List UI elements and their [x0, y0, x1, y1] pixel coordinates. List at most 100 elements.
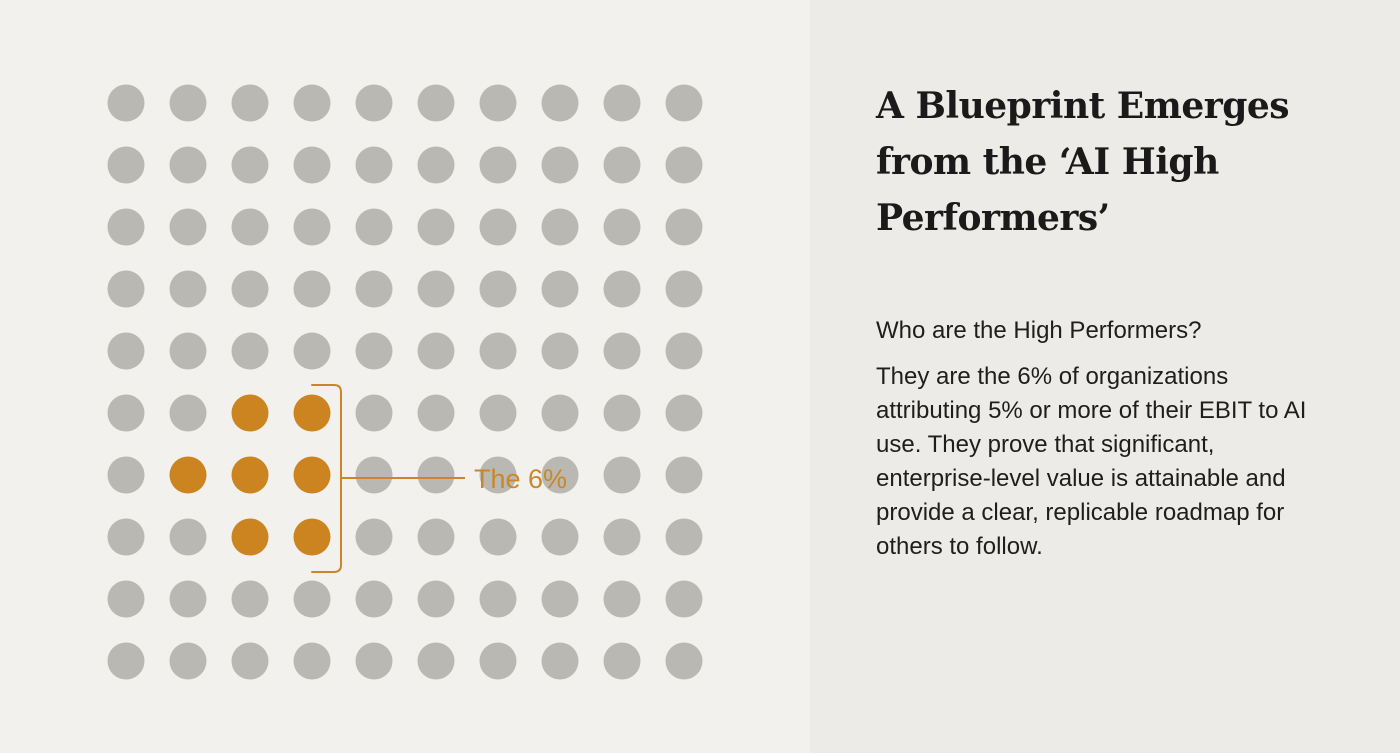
dot [231, 146, 269, 184]
dot [355, 84, 393, 122]
dot [541, 146, 579, 184]
dot [107, 332, 145, 370]
waffle-chart: The 6% [107, 84, 703, 680]
dot [479, 518, 517, 556]
dot [107, 394, 145, 432]
dot [603, 580, 641, 618]
dot [603, 146, 641, 184]
dot [665, 518, 703, 556]
dot [355, 642, 393, 680]
dot [479, 332, 517, 370]
dot [541, 642, 579, 680]
dot [107, 518, 145, 556]
dot [665, 332, 703, 370]
dot [107, 580, 145, 618]
dot [417, 394, 455, 432]
dot [603, 270, 641, 308]
dot [231, 270, 269, 308]
dot [169, 84, 207, 122]
dot [479, 580, 517, 618]
dot [665, 84, 703, 122]
highlighted-dot [293, 456, 331, 494]
dot [169, 580, 207, 618]
dot [603, 642, 641, 680]
dot [479, 642, 517, 680]
highlighted-dot [293, 394, 331, 432]
dot [479, 146, 517, 184]
dot [293, 146, 331, 184]
dot [541, 580, 579, 618]
dot [417, 270, 455, 308]
dot [665, 642, 703, 680]
highlighted-dot [231, 394, 269, 432]
dot [355, 146, 393, 184]
dot [231, 84, 269, 122]
dot [107, 456, 145, 494]
dots-layer [107, 84, 703, 680]
dot [417, 642, 455, 680]
dot [169, 270, 207, 308]
dot [107, 208, 145, 246]
dot [107, 642, 145, 680]
dot [603, 208, 641, 246]
dot [417, 146, 455, 184]
dot [293, 332, 331, 370]
highlighted-dot [293, 518, 331, 556]
dot [541, 270, 579, 308]
dot [231, 208, 269, 246]
dot [355, 332, 393, 370]
dot [169, 146, 207, 184]
dot [293, 270, 331, 308]
dot [293, 84, 331, 122]
dot [107, 146, 145, 184]
dot [603, 84, 641, 122]
dot [665, 270, 703, 308]
dot [417, 332, 455, 370]
dot [355, 394, 393, 432]
dot [355, 270, 393, 308]
dot [417, 208, 455, 246]
dot [479, 84, 517, 122]
annotation-label: The 6% [474, 464, 567, 494]
dot [479, 208, 517, 246]
dot [293, 208, 331, 246]
description-body: They are the 6% of organizations attribu… [876, 363, 1307, 560]
highlighted-dot [169, 456, 207, 494]
chart-panel [0, 0, 810, 753]
dot [665, 456, 703, 494]
dot [107, 270, 145, 308]
dot [665, 146, 703, 184]
dot [603, 394, 641, 432]
dot [541, 84, 579, 122]
dot [603, 456, 641, 494]
dot [231, 580, 269, 618]
dot [355, 208, 393, 246]
dot [417, 456, 455, 494]
dot [479, 456, 517, 494]
dot [169, 642, 207, 680]
dot [665, 394, 703, 432]
dot [231, 642, 269, 680]
dot [479, 394, 517, 432]
page-title: A Blueprint Emerges from the ‘AI High Pe… [876, 85, 1290, 239]
dot [541, 332, 579, 370]
dot [293, 580, 331, 618]
dot [417, 518, 455, 556]
text-panel [810, 0, 1400, 753]
dot [479, 270, 517, 308]
dot [541, 518, 579, 556]
dot [665, 580, 703, 618]
dot [231, 332, 269, 370]
dot [355, 580, 393, 618]
dot [541, 456, 579, 494]
dot [417, 84, 455, 122]
dot [169, 518, 207, 556]
highlighted-dot [231, 518, 269, 556]
dot [355, 456, 393, 494]
dot [417, 580, 455, 618]
dot [541, 394, 579, 432]
section-heading: Who are the High Performers? [876, 317, 1202, 344]
dot [169, 208, 207, 246]
dot [293, 642, 331, 680]
dot [169, 332, 207, 370]
